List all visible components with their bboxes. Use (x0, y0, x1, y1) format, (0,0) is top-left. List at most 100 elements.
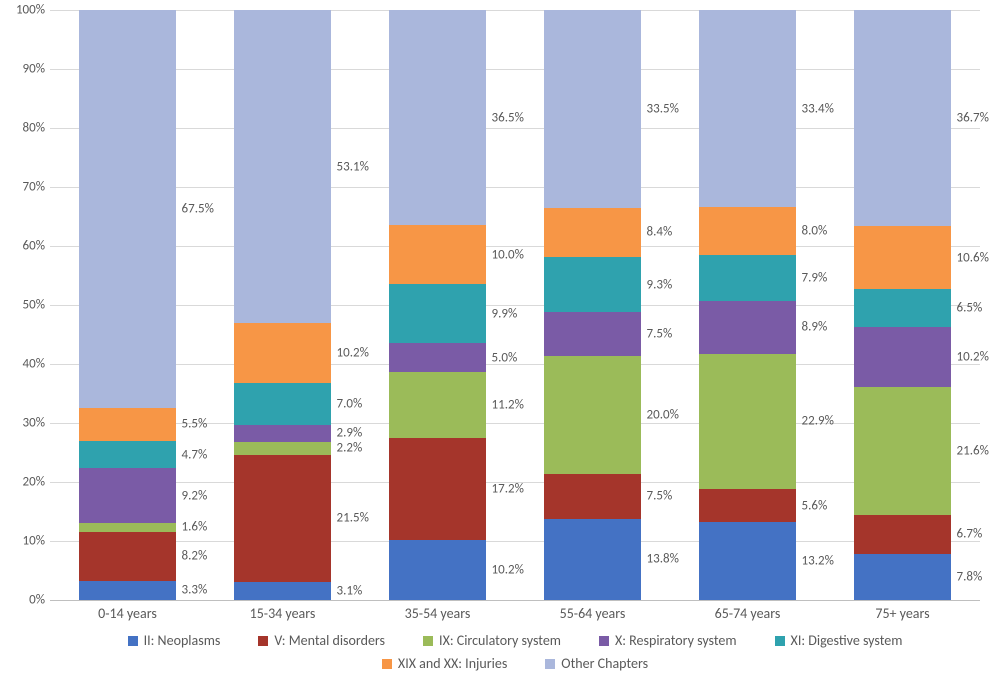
legend-item-mental: V: Mental disorders (258, 632, 385, 649)
bar-segment-other: 36.7% (854, 10, 950, 226)
bar-segment-digestive: 7.0% (234, 383, 330, 424)
bar-segment-label: 7.9% (802, 270, 828, 285)
legend: II: Neoplasms V: Mental disorders IX: Circ… (50, 632, 980, 672)
bar-segment-circulatory: 11.2% (389, 372, 485, 438)
bar-segment-injuries: 10.2% (234, 323, 330, 383)
bar-segment-label: 7.5% (647, 489, 673, 504)
bar-segment-other: 36.5% (389, 10, 485, 225)
legend-item-injuries: XIX and XX: Injuries (382, 655, 507, 672)
bar-segment-circulatory: 22.9% (699, 354, 795, 489)
bar-segment-neoplasms: 13.2% (699, 522, 795, 600)
bar-segment-label: 2.9% (337, 426, 363, 441)
bar-segment-label: 9.2% (182, 488, 208, 503)
bar-group: 3.3%8.2%1.6%9.2%4.7%5.5%67.5% (50, 10, 205, 600)
bar-segment-neoplasms: 7.8% (854, 554, 950, 600)
y-tick-label: 40% (0, 357, 45, 372)
legend-item-neoplasms: II: Neoplasms (128, 632, 221, 649)
bar-segment-respiratory: 7.5% (544, 312, 640, 356)
y-tick-label: 60% (0, 239, 45, 254)
bar-segment-label: 7.5% (647, 327, 673, 342)
legend-swatch (382, 659, 392, 669)
bar-segment-respiratory: 5.0% (389, 343, 485, 373)
bar-segment-neoplasms: 3.1% (234, 582, 330, 600)
bar-segment-injuries: 10.0% (389, 225, 485, 284)
bar-group: 3.1%21.5%2.2%2.9%7.0%10.2%53.1% (205, 10, 360, 600)
legend-label: II: Neoplasms (144, 632, 221, 649)
legend-label: X: Respiratory system (615, 632, 737, 649)
y-tick-label: 0% (0, 593, 45, 608)
bar-segment-other: 33.4% (699, 10, 795, 207)
y-tick-label: 50% (0, 298, 45, 313)
bar-segment-label: 3.3% (182, 583, 208, 598)
bar-segment-injuries: 8.4% (544, 208, 640, 258)
bar-segment-label: 9.9% (492, 306, 518, 321)
bar-segment-label: 5.6% (802, 498, 828, 513)
legend-swatch (545, 659, 555, 669)
bar-segment-circulatory: 2.2% (234, 442, 330, 455)
legend-swatch (775, 636, 785, 646)
y-tick-label: 30% (0, 416, 45, 431)
legend-label: V: Mental disorders (274, 632, 385, 649)
bar-segment-digestive: 6.5% (854, 289, 950, 327)
bar-group: 10.2%17.2%11.2%5.0%9.9%10.0%36.5% (360, 10, 515, 600)
bar-segment-injuries: 10.6% (854, 226, 950, 288)
bar-segment-respiratory: 2.9% (234, 425, 330, 442)
bar-segment-label: 6.5% (957, 300, 983, 315)
y-tick-label: 70% (0, 180, 45, 195)
bar-segment-other: 33.5% (544, 10, 640, 208)
plot-area: 3.3%8.2%1.6%9.2%4.7%5.5%67.5%3.1%21.5%2.… (50, 10, 980, 601)
bar-segment-label: 9.3% (647, 277, 673, 292)
bar-segment-label: 21.6% (957, 443, 989, 458)
bar-segment-mental: 5.6% (699, 489, 795, 522)
legend-label: XIX and XX: Injuries (398, 655, 507, 672)
x-tick-label: 55-64 years (515, 605, 670, 622)
bar-group: 7.8%6.7%21.6%10.2%6.5%10.6%36.7% (825, 10, 980, 600)
bar-segment-digestive: 7.9% (699, 255, 795, 302)
bar-segment-mental: 8.2% (79, 532, 175, 580)
bar-segment-label: 8.2% (182, 549, 208, 564)
bar-segment-label: 5.0% (492, 350, 518, 365)
bar-segment-label: 2.2% (337, 441, 363, 456)
bar-segment-label: 7.8% (957, 570, 983, 585)
y-tick-label: 20% (0, 475, 45, 490)
bar-segment-digestive: 9.9% (389, 284, 485, 342)
bar-group: 13.2%5.6%22.9%8.9%7.9%8.0%33.4% (670, 10, 825, 600)
bar-segment-label: 8.9% (802, 320, 828, 335)
bar-segment-circulatory: 20.0% (544, 356, 640, 474)
y-tick-label: 80% (0, 121, 45, 136)
bar-segment-label: 8.4% (647, 225, 673, 240)
bar-segment-injuries: 5.5% (79, 408, 175, 440)
bar-segment-respiratory: 10.2% (854, 327, 950, 387)
x-tick-label: 35-54 years (360, 605, 515, 622)
x-tick-label: 15-34 years (205, 605, 360, 622)
y-tick-label: 10% (0, 534, 45, 549)
legend-label: Other Chapters (561, 655, 648, 672)
bar-segment-label: 10.2% (957, 350, 989, 365)
legend-swatch (423, 636, 433, 646)
bars-container: 3.3%8.2%1.6%9.2%4.7%5.5%67.5%3.1%21.5%2.… (50, 10, 980, 600)
bar-segment-neoplasms: 10.2% (389, 540, 485, 600)
bar-segment-label: 3.1% (337, 583, 363, 598)
bar-segment-label: 1.6% (182, 520, 208, 535)
legend-item-circulatory: IX: Circulatory system (423, 632, 561, 649)
bar-segment-circulatory: 1.6% (79, 523, 175, 532)
bar-segment-label: 7.0% (337, 397, 363, 412)
y-tick-label: 100% (0, 3, 45, 18)
bar-segment-other: 67.5% (79, 10, 175, 408)
legend-item-other: Other Chapters (545, 655, 648, 672)
bar-segment-label: 36.7% (957, 111, 989, 126)
legend-item-digestive: XI: Digestive system (775, 632, 903, 649)
legend-swatch (599, 636, 609, 646)
bar-segment-label: 10.6% (957, 250, 989, 265)
bar-segment-injuries: 8.0% (699, 207, 795, 254)
bar-segment-circulatory: 21.6% (854, 387, 950, 514)
legend-swatch (258, 636, 268, 646)
legend-item-respiratory: X: Respiratory system (599, 632, 737, 649)
bar-segment-mental: 6.7% (854, 515, 950, 554)
bar-segment-label: 5.5% (182, 417, 208, 432)
bar-group: 13.8%7.5%20.0%7.5%9.3%8.4%33.5% (515, 10, 670, 600)
bar-segment-label: 4.7% (182, 447, 208, 462)
bar-segment-respiratory: 9.2% (79, 468, 175, 522)
bar-segment-digestive: 9.3% (544, 257, 640, 312)
bar-segment-respiratory: 8.9% (699, 301, 795, 354)
